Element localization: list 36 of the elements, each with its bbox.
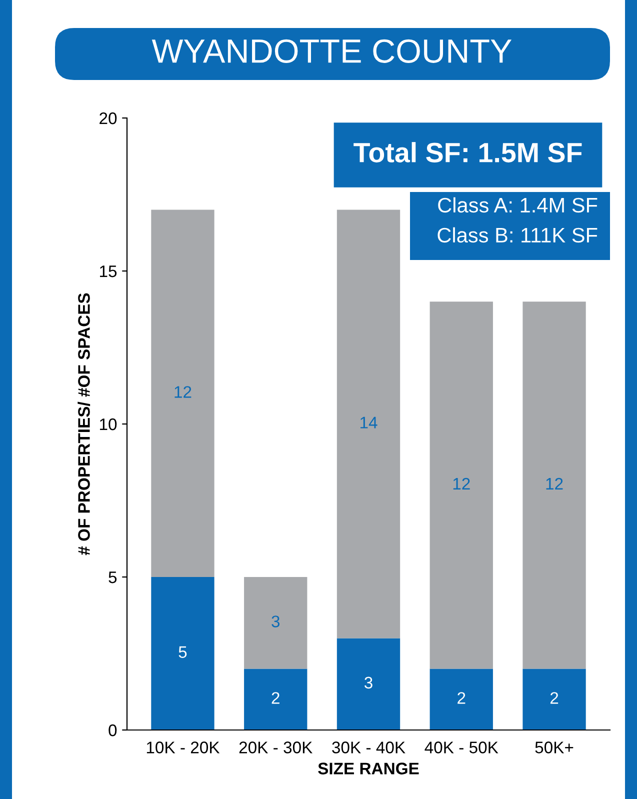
chart-title: WYANDOTTE COUNTY bbox=[152, 39, 512, 63]
data-label: 12 bbox=[546, 478, 563, 490]
y-tick-label: 0 bbox=[108, 724, 117, 736]
data-label: 14 bbox=[360, 416, 378, 428]
bar bbox=[336, 210, 400, 638]
bar bbox=[522, 302, 586, 669]
y-tick-label: 15 bbox=[100, 266, 117, 278]
bar bbox=[244, 668, 308, 730]
data-label: 3 bbox=[364, 676, 372, 689]
bar bbox=[151, 210, 214, 577]
x-axis-title: SIZE RANGE bbox=[318, 762, 419, 774]
x-tick-label: 40K - 50K bbox=[424, 742, 498, 754]
annotation: Total SF: 1.5M SF bbox=[354, 142, 582, 162]
data-label: 5 bbox=[178, 646, 187, 658]
bar bbox=[430, 668, 493, 730]
y-tick-label: 20 bbox=[100, 112, 117, 124]
y-axis-title: # OF PROPERTIES/ #OF SPACES bbox=[78, 293, 90, 556]
x-tick-label: 20K - 30K bbox=[239, 742, 312, 754]
x-tick-label: 30K - 40K bbox=[332, 742, 406, 754]
bar bbox=[522, 668, 586, 730]
x-tick-label: 50K+ bbox=[535, 742, 574, 754]
bar bbox=[151, 577, 214, 730]
bar bbox=[244, 577, 308, 669]
y-tick-label: 5 bbox=[108, 572, 117, 584]
bar bbox=[336, 638, 400, 730]
x-tick-label: 10K - 20K bbox=[146, 742, 220, 754]
data-label: 2 bbox=[458, 692, 466, 704]
data-label: 2 bbox=[550, 692, 558, 704]
data-label: 12 bbox=[453, 478, 470, 490]
annotation: Class A: 1.4M SF bbox=[438, 197, 598, 213]
data-label: 3 bbox=[272, 616, 280, 628]
data-label: 12 bbox=[174, 386, 192, 398]
y-tick-label: 10 bbox=[100, 418, 117, 430]
bar bbox=[430, 302, 493, 669]
annotation: Class B: 111K SF bbox=[438, 227, 598, 243]
data-label: 2 bbox=[272, 692, 280, 704]
